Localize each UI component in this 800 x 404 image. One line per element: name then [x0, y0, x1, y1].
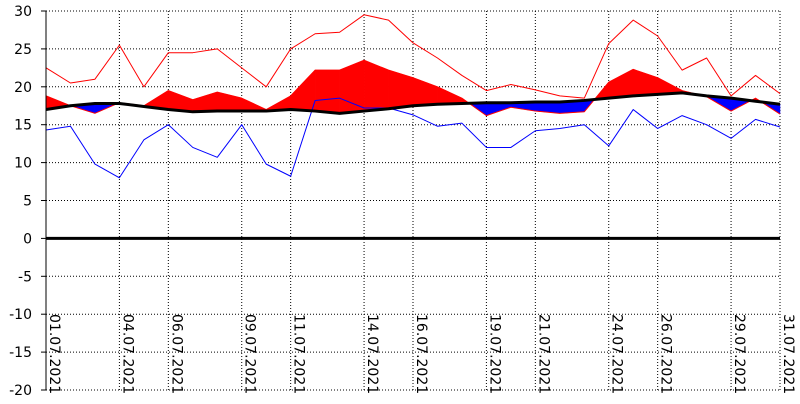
x-tick-label: 26.07.2021 [658, 314, 674, 394]
warm-anomaly-area [314, 69, 340, 114]
daily-min-line [45, 97, 781, 179]
x-tick-label: 06.07.2021 [168, 314, 184, 394]
x-tick-label: 14.07.2021 [364, 314, 380, 394]
daily-max-line [45, 14, 781, 99]
warm-anomaly-area [388, 69, 414, 110]
y-tick-label: -5 [18, 269, 32, 285]
axes [41, 10, 780, 391]
series-lines [45, 14, 781, 179]
x-tick-label: 16.07.2021 [413, 314, 429, 394]
warm-anomaly-area [608, 68, 634, 99]
normal-mean-line [45, 91, 781, 115]
x-tick-label: 11.07.2021 [291, 314, 307, 394]
warm-anomaly-area [363, 59, 389, 112]
warm-anomaly-area [192, 91, 218, 113]
y-tick-label: -20 [9, 383, 32, 399]
x-tick-label: 31.07.2021 [780, 314, 796, 394]
y-tick-label: 0 [23, 231, 32, 247]
daily-mean-line [45, 59, 781, 117]
x-tick-label: 09.07.2021 [242, 314, 258, 394]
x-tick-label: 19.07.2021 [486, 314, 502, 394]
anomaly-fill [45, 59, 781, 117]
x-tick-label: 21.07.2021 [535, 314, 551, 394]
x-tick-label: 24.07.2021 [609, 314, 625, 394]
x-tick-label: 04.07.2021 [119, 314, 135, 394]
y-tick-label: 10 [14, 156, 32, 172]
y-tick-label: 25 [14, 42, 32, 58]
y-tick-label: 30 [14, 4, 32, 20]
warm-anomaly-area [437, 86, 463, 105]
y-tick-label: 5 [23, 194, 32, 210]
tick-labels: -20 -15 -10 -5 0 5 10 15 20 25 30 01.07.2021 04.07.2… [9, 4, 796, 399]
x-tick-label: 01.07.2021 [46, 314, 62, 394]
x-tick-label: 29.07.2021 [731, 314, 747, 394]
warm-anomaly-area [290, 69, 316, 112]
y-tick-label: -10 [9, 307, 32, 323]
y-tick-label: 15 [14, 118, 32, 134]
cool-anomaly-area [486, 102, 512, 116]
y-tick-label: 20 [14, 80, 32, 96]
grid [45, 10, 781, 391]
y-tick-label: -15 [9, 345, 32, 361]
